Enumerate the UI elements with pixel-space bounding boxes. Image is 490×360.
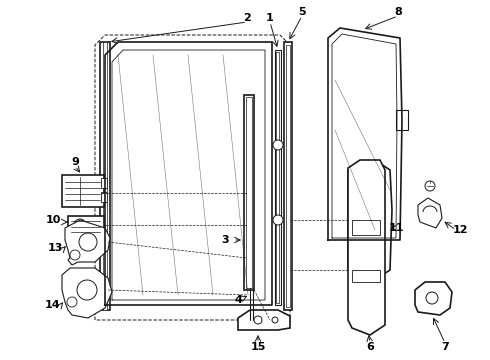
FancyBboxPatch shape bbox=[100, 42, 110, 310]
Text: 7: 7 bbox=[441, 342, 449, 352]
Polygon shape bbox=[418, 198, 442, 228]
Circle shape bbox=[273, 140, 283, 150]
Circle shape bbox=[360, 242, 376, 258]
FancyBboxPatch shape bbox=[62, 175, 104, 207]
Text: 12: 12 bbox=[452, 225, 468, 235]
FancyBboxPatch shape bbox=[101, 192, 107, 202]
Circle shape bbox=[273, 215, 283, 225]
Polygon shape bbox=[348, 160, 385, 335]
Text: 11: 11 bbox=[388, 223, 404, 233]
FancyBboxPatch shape bbox=[284, 42, 292, 310]
Text: 9: 9 bbox=[71, 157, 79, 167]
Polygon shape bbox=[238, 310, 290, 330]
Polygon shape bbox=[415, 282, 452, 315]
FancyBboxPatch shape bbox=[275, 50, 281, 305]
Circle shape bbox=[272, 317, 278, 323]
FancyBboxPatch shape bbox=[246, 97, 252, 288]
FancyBboxPatch shape bbox=[352, 270, 380, 282]
Text: 15: 15 bbox=[250, 342, 266, 352]
Circle shape bbox=[426, 292, 438, 304]
Text: 8: 8 bbox=[394, 7, 402, 17]
FancyBboxPatch shape bbox=[68, 216, 104, 238]
Text: 6: 6 bbox=[366, 342, 374, 352]
Circle shape bbox=[70, 250, 80, 260]
FancyBboxPatch shape bbox=[355, 185, 380, 197]
Text: 5: 5 bbox=[298, 7, 306, 17]
Polygon shape bbox=[348, 162, 392, 278]
FancyBboxPatch shape bbox=[101, 178, 107, 188]
Polygon shape bbox=[65, 220, 110, 265]
FancyBboxPatch shape bbox=[286, 45, 290, 307]
Circle shape bbox=[79, 233, 97, 251]
FancyBboxPatch shape bbox=[103, 42, 107, 310]
Text: 14: 14 bbox=[44, 300, 60, 310]
Text: 13: 13 bbox=[48, 243, 63, 253]
Circle shape bbox=[67, 297, 77, 307]
FancyBboxPatch shape bbox=[244, 95, 254, 290]
Polygon shape bbox=[62, 268, 112, 318]
FancyBboxPatch shape bbox=[355, 220, 380, 232]
Circle shape bbox=[254, 316, 262, 324]
Text: 1: 1 bbox=[266, 13, 274, 23]
Circle shape bbox=[77, 280, 97, 300]
FancyBboxPatch shape bbox=[396, 110, 408, 130]
Text: 3: 3 bbox=[221, 235, 229, 245]
FancyBboxPatch shape bbox=[276, 52, 279, 303]
Text: 4: 4 bbox=[234, 295, 242, 305]
Text: 10: 10 bbox=[45, 215, 61, 225]
Text: 2: 2 bbox=[243, 13, 251, 23]
Circle shape bbox=[425, 181, 435, 191]
Circle shape bbox=[74, 219, 86, 231]
FancyBboxPatch shape bbox=[352, 220, 380, 235]
